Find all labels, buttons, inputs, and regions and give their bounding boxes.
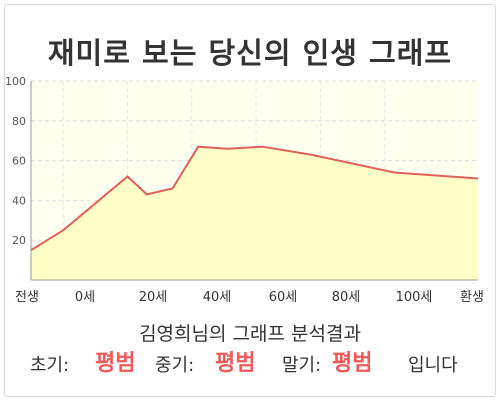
analysis-subtitle: 김영희님의 그래프 분석결과 xyxy=(139,323,361,345)
y-tick-40: 40 xyxy=(12,194,26,207)
y-tick-80: 80 xyxy=(12,115,26,128)
x-tick-label: 80세 xyxy=(332,290,361,305)
x-tick-label: 0세 xyxy=(75,290,95,305)
x-tick-label: 100세 xyxy=(396,290,433,305)
y-tick-100: 100 xyxy=(5,75,26,88)
early-label: 초기: xyxy=(30,355,70,376)
middle-value: 평범 xyxy=(215,351,256,376)
early-value: 평범 xyxy=(95,351,136,376)
y-tick-60: 60 xyxy=(12,155,26,168)
x-tick-label: 40세 xyxy=(203,290,232,305)
y-tick-20: 20 xyxy=(12,234,26,247)
page-title: 재미로 보는 당신의 인생 그래프 xyxy=(47,36,453,70)
y-tick-labels: 20 40 60 80 100 xyxy=(5,75,26,247)
result-suffix: 입니다 xyxy=(408,355,458,376)
axes xyxy=(30,81,478,281)
x-tick-label: 20세 xyxy=(139,290,168,305)
x-tick-labels: 전생 0세 20세 40세 60세 80세 100세 환생 xyxy=(15,290,484,305)
late-value: 평범 xyxy=(332,351,373,376)
x-tick-label: 60세 xyxy=(269,290,298,305)
late-label: 말기: xyxy=(282,355,322,376)
life-area xyxy=(31,146,478,280)
life-line xyxy=(30,145,479,252)
middle-label: 중기: xyxy=(155,355,195,376)
x-tick-label: 전생 xyxy=(15,290,39,305)
x-tick-label: 환생 xyxy=(460,290,484,305)
